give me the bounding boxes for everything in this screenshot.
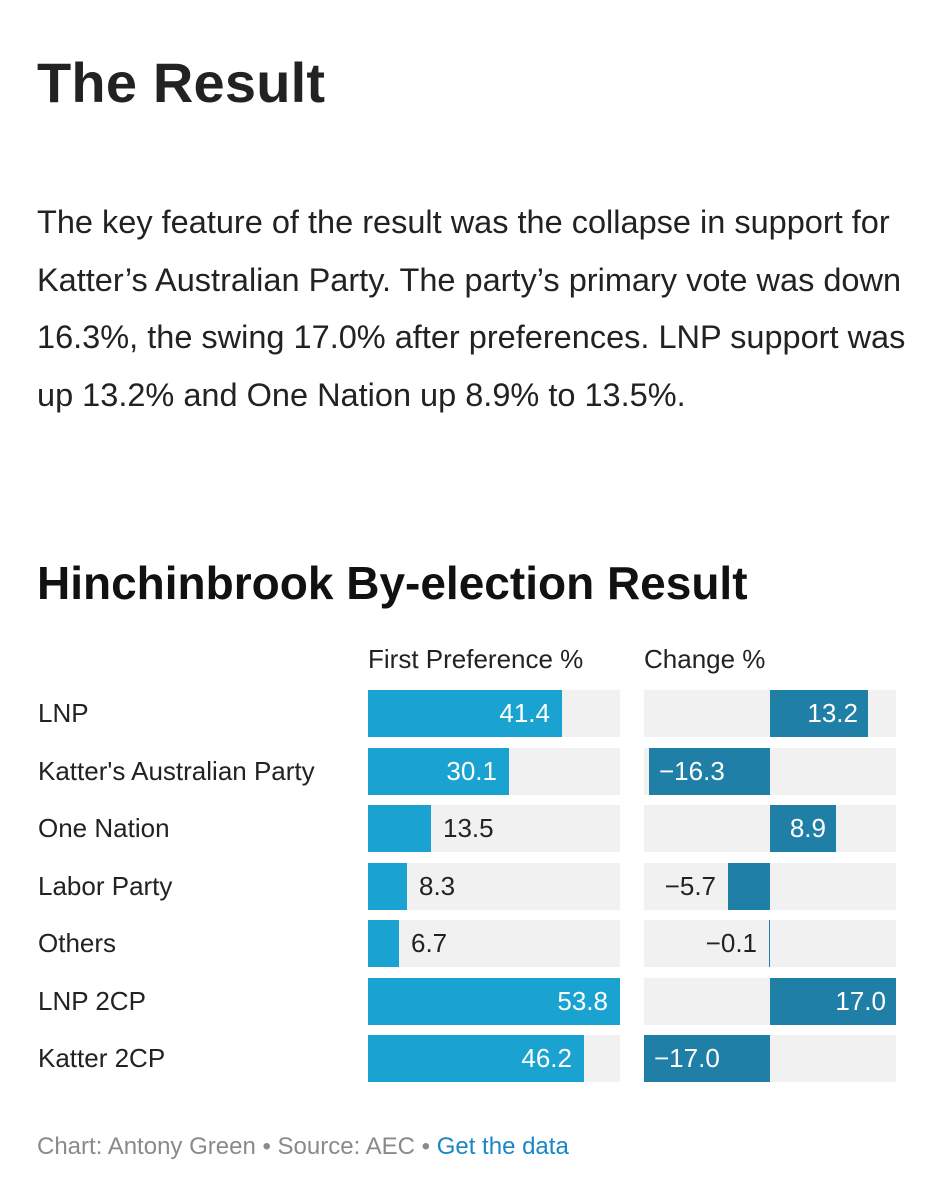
first-preference-column-header: First Preference %	[368, 644, 584, 674]
first-preference-bar	[368, 978, 620, 1025]
change-value: −0.1	[705, 928, 757, 958]
footer-separator: •	[255, 1133, 278, 1160]
first-preference-value: 46.2	[521, 1043, 572, 1073]
section-heading: The Result	[37, 51, 326, 114]
change-value: −5.7	[664, 871, 716, 901]
article-paragraph: The key feature of the result was the co…	[37, 204, 906, 413]
category-label: LNP 2CP	[38, 986, 146, 1016]
chart-title: Hinchinbrook By-election Result	[37, 557, 748, 609]
change-bar	[770, 978, 896, 1025]
category-label: Labor Party	[38, 871, 173, 901]
first-preference-bar	[368, 920, 399, 967]
chart-credit: Chart: Antony Green	[37, 1133, 256, 1160]
change-bar	[769, 920, 770, 967]
first-preference-bar	[368, 748, 509, 795]
first-preference-value: 6.7	[411, 928, 448, 958]
change-track	[644, 920, 896, 967]
change-bar	[728, 863, 770, 910]
category-label: Others	[38, 928, 117, 958]
first-preference-track	[368, 863, 620, 910]
first-preference-bar	[368, 690, 562, 737]
first-preference-track	[368, 920, 620, 967]
first-preference-value: 8.3	[419, 871, 456, 901]
first-preference-value: 53.8	[557, 986, 608, 1016]
change-bar	[649, 748, 770, 795]
get-the-data-link[interactable]: Get the data	[436, 1133, 569, 1160]
change-column-header: Change %	[644, 644, 766, 674]
first-preference-value: 13.5	[443, 813, 494, 843]
category-label: LNP	[38, 698, 89, 728]
first-preference-value: 30.1	[446, 756, 497, 786]
first-preference-value: 41.4	[499, 698, 550, 728]
first-preference-bar	[368, 863, 407, 910]
chart-footer: Chart: Antony Green • Source: AEC • Get …	[37, 1133, 569, 1161]
footer-separator: •	[414, 1133, 437, 1160]
change-value: 17.0	[835, 986, 886, 1016]
change-value: −17.0	[654, 1043, 720, 1073]
change-bar	[644, 1035, 770, 1082]
first-preference-bar	[368, 805, 431, 852]
change-track	[644, 863, 896, 910]
change-bar	[770, 805, 836, 852]
change-value: 13.2	[807, 698, 858, 728]
change-value: −16.3	[659, 756, 725, 786]
first-preference-bar	[368, 1035, 584, 1082]
change-value: 8.9	[789, 813, 826, 843]
category-label: One Nation	[38, 813, 170, 843]
category-label: Katter 2CP	[38, 1043, 166, 1073]
change-bar	[770, 690, 868, 737]
category-label: Katter's Australian Party	[38, 756, 315, 786]
chart-source: Source: AEC	[277, 1133, 415, 1160]
